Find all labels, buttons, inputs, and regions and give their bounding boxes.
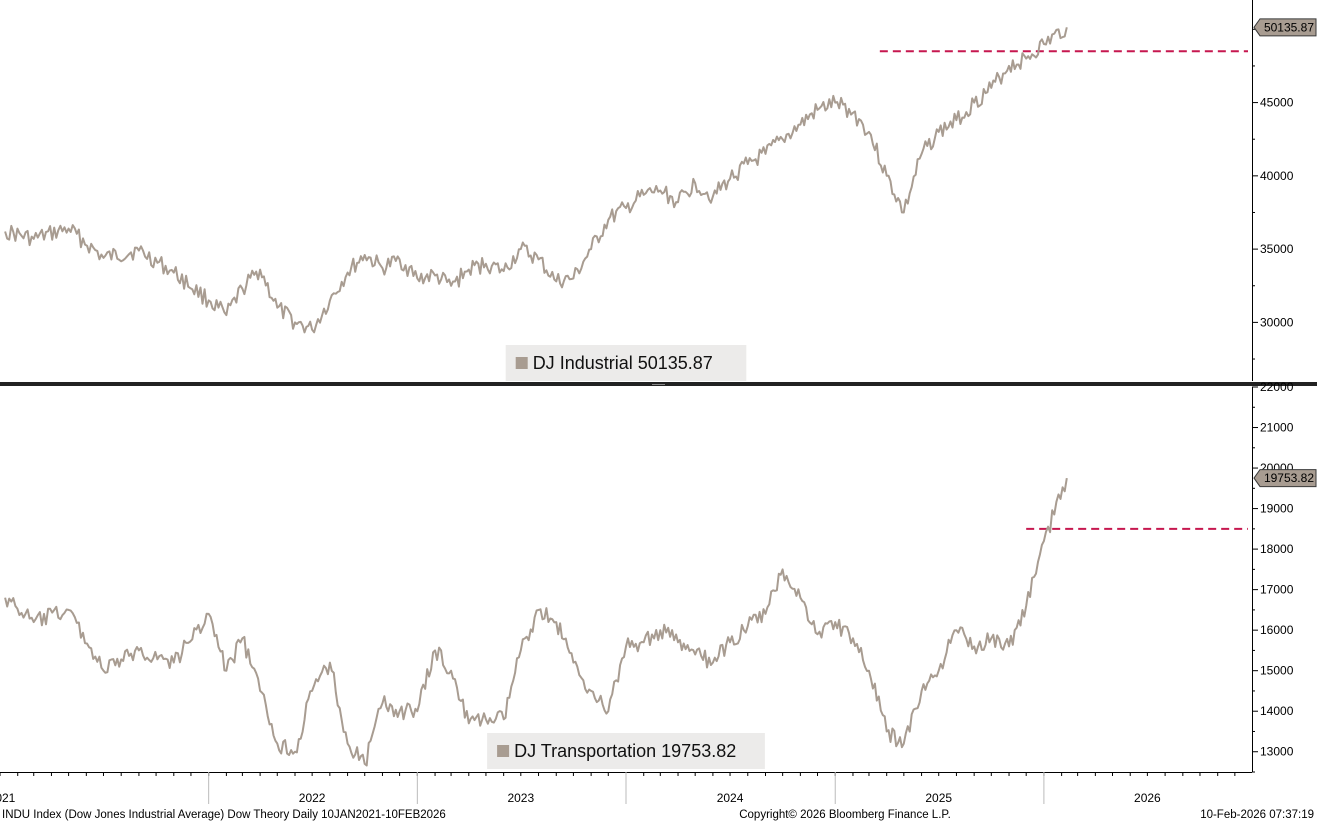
transportation-panel: 1300014000150001600017000180001900020000…: [4, 380, 1317, 773]
x-year-label: 2022: [299, 791, 326, 805]
last-value-label: 19753.82: [1264, 471, 1314, 485]
footer-copyright: Copyright© 2026 Bloomberg Finance L.P.: [739, 809, 951, 821]
legend-swatch: [497, 745, 510, 757]
y-tick-label: 14000: [1260, 704, 1294, 718]
legend-label: DJ Industrial 50135.87: [533, 353, 713, 373]
y-tick-label: 45000: [1260, 96, 1294, 110]
x-axis: 2021 2022 2023 2024 2025 2026: [0, 772, 1252, 805]
x-year-label: 2025: [925, 791, 952, 805]
legend-box: [505, 345, 747, 381]
y-tick-label: 13000: [1260, 745, 1294, 759]
series-line: [4, 477, 1068, 767]
x-year-label: 2021: [0, 791, 16, 805]
y-tick-label: 40000: [1260, 169, 1294, 183]
legend-label: DJ Transportation 19753.82: [514, 741, 736, 761]
y-tick-label: 16000: [1260, 623, 1294, 637]
last-value-tag: [1253, 469, 1317, 488]
x-year-label: 2024: [717, 791, 744, 805]
series-line: [4, 27, 1068, 334]
footer-left: INDU Index (Dow Jones Industrial Average…: [2, 809, 446, 821]
y-tick-label: 22000: [1260, 380, 1294, 394]
y-tick-label: 21000: [1260, 421, 1294, 435]
x-year-label: 2023: [507, 791, 534, 805]
industrial-panel: 30000 35000 40000 45000 50135.87 DJ Industria…: [4, 0, 1317, 381]
y-tick-label: 18000: [1260, 542, 1294, 556]
y-tick-label: 30000: [1260, 315, 1294, 329]
footer-timestamp: 10-Feb-2026 07:37:19: [1200, 809, 1314, 821]
last-value-tag: [1253, 18, 1317, 37]
y-tick-label: 15000: [1260, 664, 1294, 678]
y-tick-label: 17000: [1260, 583, 1294, 597]
y-tick-label: 19000: [1260, 502, 1294, 516]
y-tick-label: 35000: [1260, 242, 1294, 256]
legend-box: [487, 733, 765, 769]
last-value-label: 50135.87: [1264, 20, 1314, 34]
x-year-label: 2026: [1134, 791, 1161, 805]
legend-swatch: [515, 357, 528, 369]
